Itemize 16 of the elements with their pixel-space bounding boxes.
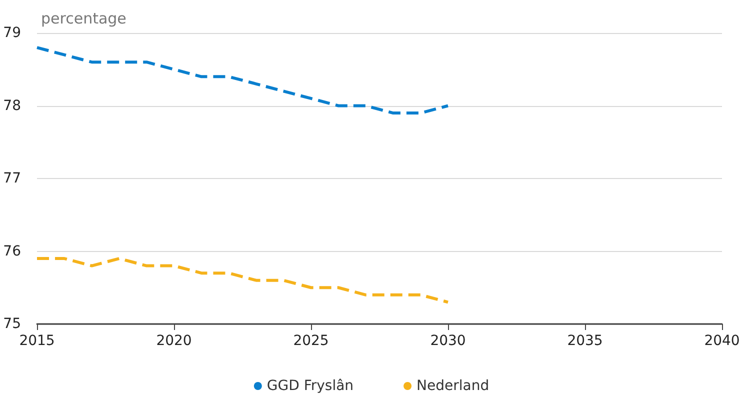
x-tick-label: 2025 [293, 333, 329, 349]
y-tick-label: 78 [3, 98, 21, 114]
x-tick-label: 2035 [567, 333, 603, 349]
x-tick-label: 2030 [430, 333, 466, 349]
legend-label: Nederland [416, 378, 490, 394]
x-tick-label: 2015 [19, 333, 55, 349]
x-tick-label: 2040 [704, 333, 740, 349]
y-tick-label: 76 [3, 243, 22, 260]
y-tick-label: 79 [3, 25, 21, 41]
x-tick-label: 2020 [156, 333, 192, 349]
y-axis-title: percentage [41, 10, 126, 28]
y-tick-label: 77 [3, 170, 21, 186]
line-series [36, 257, 450, 304]
line-series [36, 46, 450, 115]
legend-label: GGD Fryslân [266, 378, 354, 394]
y-tick-label: 75 [3, 316, 21, 332]
